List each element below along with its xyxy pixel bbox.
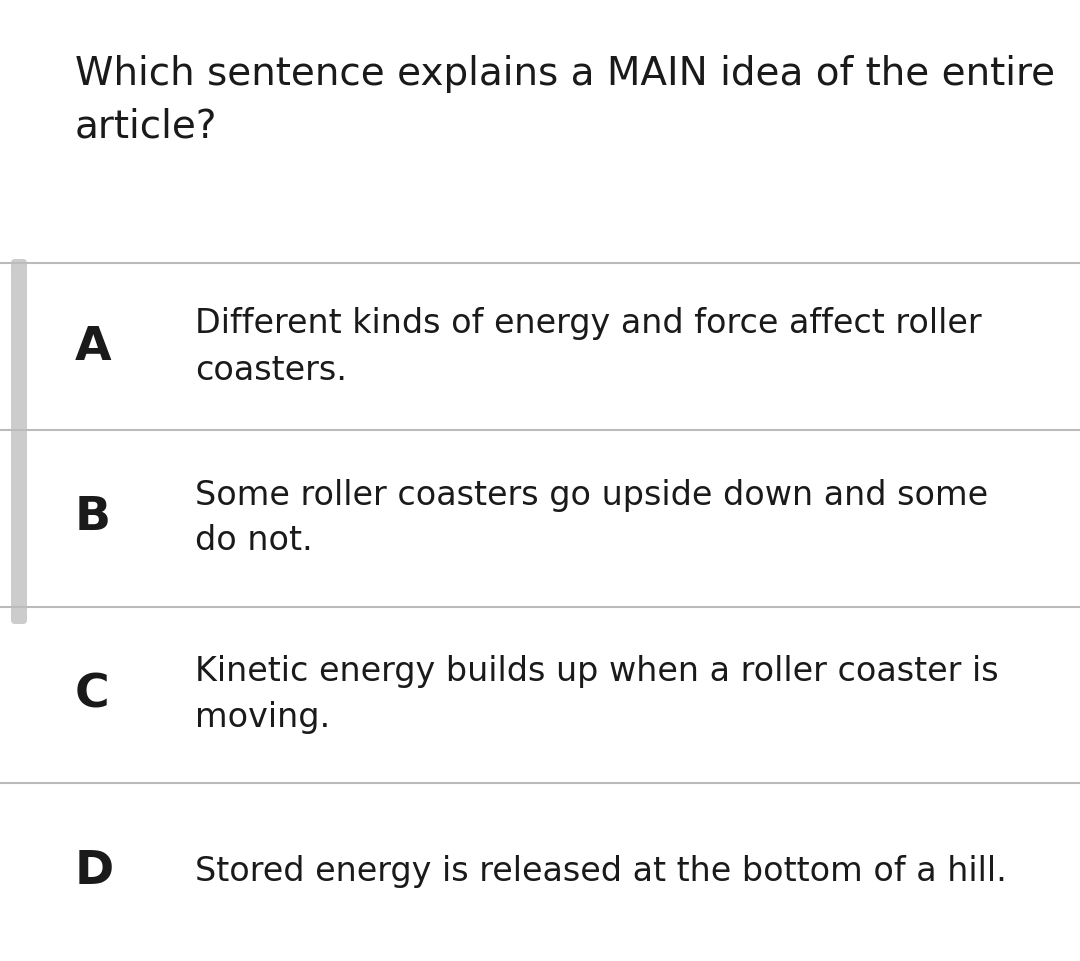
Text: Stored energy is released at the bottom of a hill.: Stored energy is released at the bottom … xyxy=(195,855,1007,889)
Text: B: B xyxy=(75,496,111,540)
Text: Some roller coasters go upside down and some
do not.: Some roller coasters go upside down and … xyxy=(195,479,988,557)
Text: Kinetic energy builds up when a roller coaster is
moving.: Kinetic energy builds up when a roller c… xyxy=(195,655,999,734)
FancyBboxPatch shape xyxy=(11,259,27,624)
Text: C: C xyxy=(75,673,110,718)
Text: A: A xyxy=(75,325,111,369)
Text: D: D xyxy=(75,850,114,895)
Text: Different kinds of energy and force affect roller
coasters.: Different kinds of energy and force affe… xyxy=(195,308,982,386)
Text: Which sentence explains a MAIN idea of the entire
article?: Which sentence explains a MAIN idea of t… xyxy=(75,55,1055,146)
